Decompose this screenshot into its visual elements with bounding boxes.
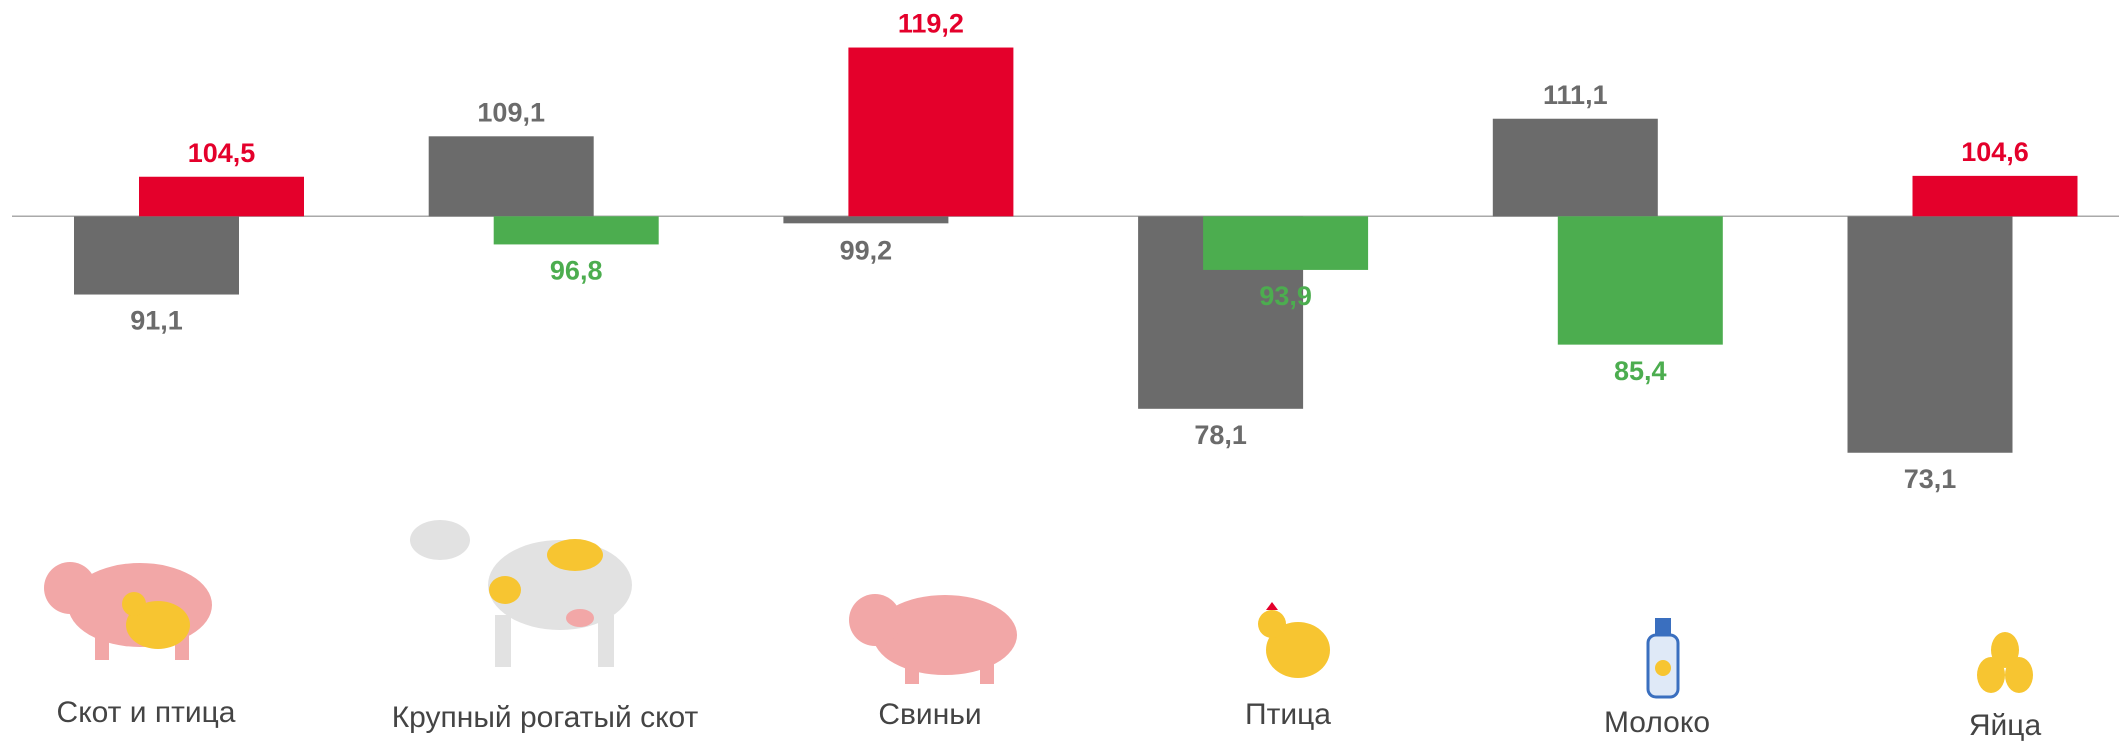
bar [493,216,659,245]
value-label: 119,2 [898,9,964,39]
value-label: 109,1 [477,97,545,127]
category-label: Птица [1245,698,1331,731]
value-label: 73,1 [1904,464,1957,494]
bar [1912,175,2078,217]
value-label: 104,6 [1961,137,2029,167]
value-label: 111,1 [1543,80,1608,110]
value-label: 78,1 [1194,420,1247,450]
chicken-icon [1258,602,1330,678]
category-label: Скот и птица [57,696,236,729]
pig-chicken-icon [44,562,212,660]
bar [848,47,1014,217]
category-label: Яйца [1969,709,2042,741]
value-label: 93,9 [1259,281,1312,311]
icons [44,520,2033,699]
bar [139,176,304,217]
value-label: 99,2 [840,235,893,265]
bar [428,136,594,217]
value-label: 91,1 [130,306,183,336]
bar [1847,216,2013,453]
value-label: 96,8 [550,256,603,286]
bar [1557,216,1723,345]
milk-icon [1646,618,1680,699]
category-label: Свиньи [878,698,981,731]
pig-icon [849,594,1017,684]
bar [783,216,949,224]
value-label: 85,4 [1614,356,1667,386]
eggs-icon [1977,632,2033,693]
bar [1492,118,1658,217]
bar [1203,216,1369,270]
cow-icon [410,520,632,667]
category-label: Крупный рогатый скот [392,701,699,734]
value-label: 104,5 [188,138,256,168]
bar [74,216,239,295]
category-label: Молоко [1604,706,1710,739]
